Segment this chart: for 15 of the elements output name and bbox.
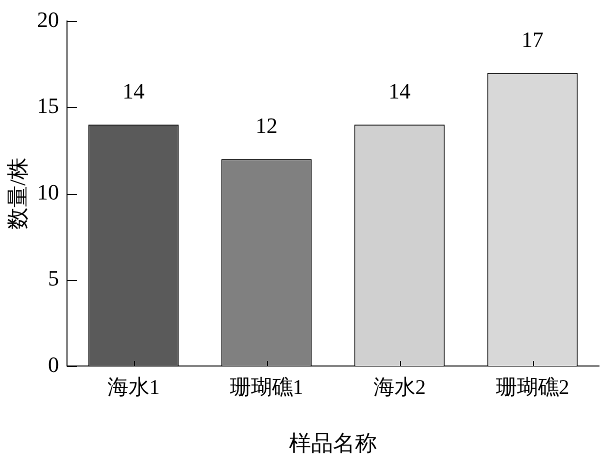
- data-label: 17: [522, 26, 544, 52]
- y-tick-label: 15: [37, 93, 59, 118]
- x-tick-label: 海水2: [373, 375, 426, 400]
- y-axis-title: 数量/株: [4, 158, 30, 230]
- x-tick-label: 珊瑚礁1: [230, 375, 304, 400]
- data-label: 12: [256, 113, 278, 138]
- y-tick-label: 0: [48, 352, 59, 377]
- data-label: 14: [388, 78, 410, 104]
- x-tick-label: 海水1: [107, 375, 160, 400]
- y-tick-label: 5: [48, 266, 59, 291]
- y-tick-label: 20: [37, 6, 59, 32]
- x-axis-title: 样品名称: [289, 430, 377, 456]
- y-tick-label: 10: [37, 179, 59, 204]
- x-tick-label: 珊瑚礁2: [496, 375, 570, 400]
- data-label: 14: [122, 78, 144, 104]
